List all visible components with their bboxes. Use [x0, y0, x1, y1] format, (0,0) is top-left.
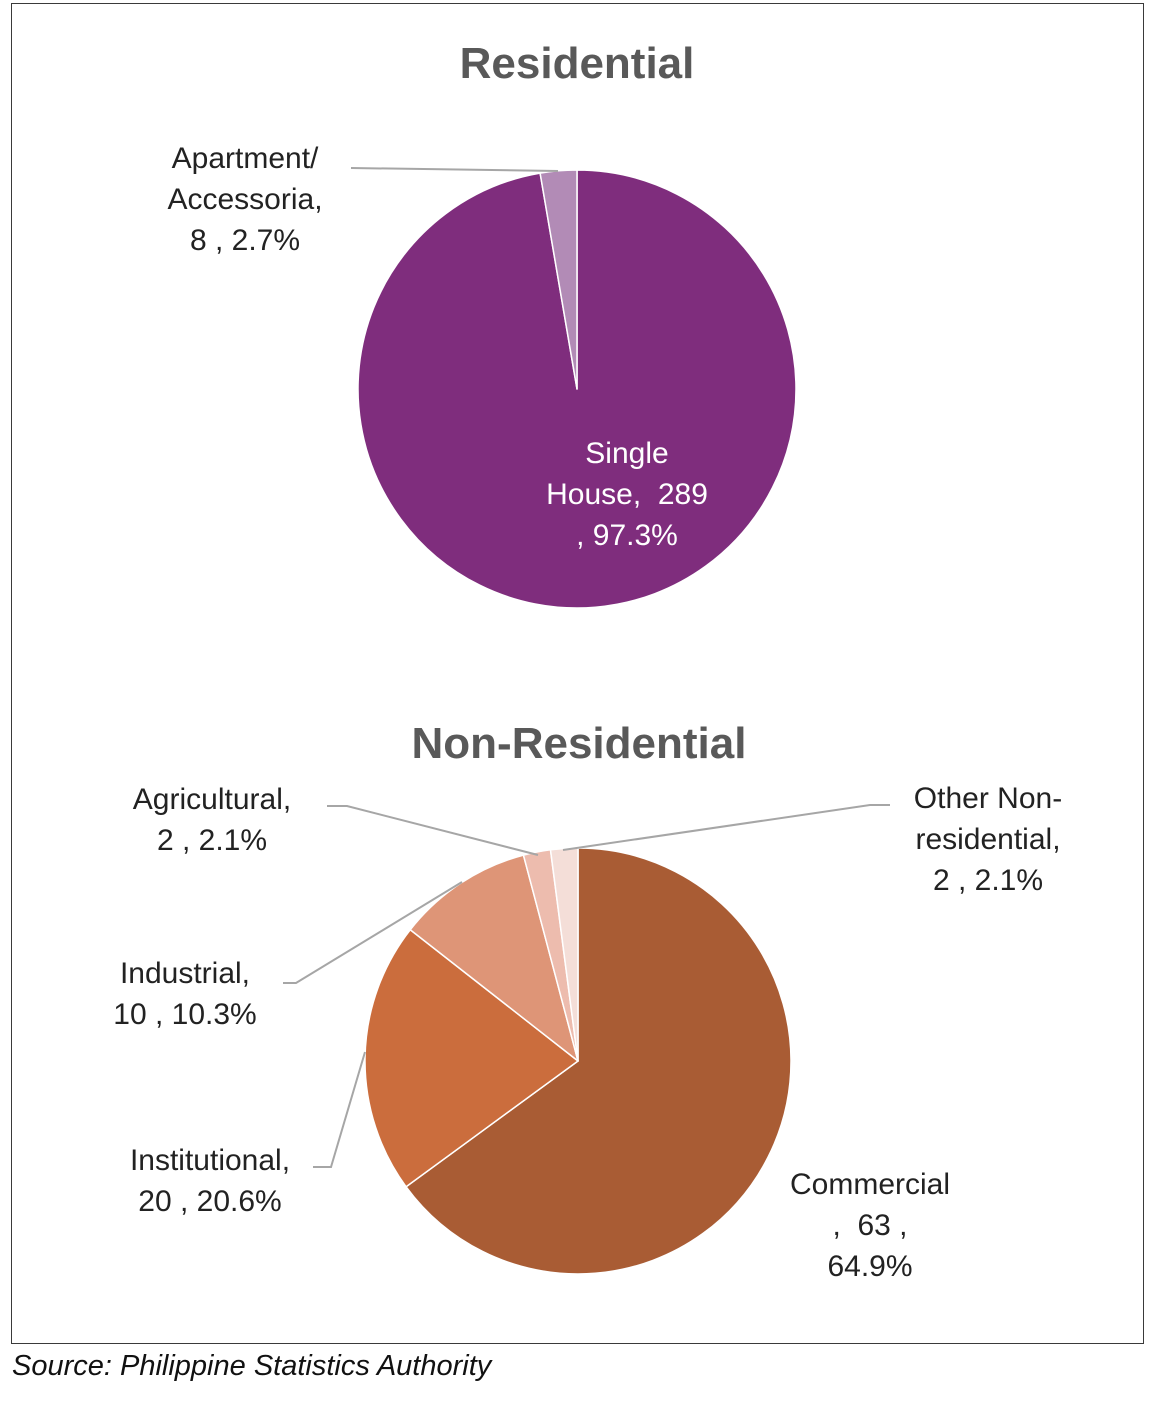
data-label-line: 2 , 2.1%: [933, 864, 1043, 897]
leader-line-agricultural: [327, 805, 539, 856]
data-label-line: Commercial: [790, 1168, 950, 1201]
leader-line-apartment-accessoria: [350, 167, 559, 172]
data-label-single-house: Single House, 289 , 97.3%: [546, 437, 708, 552]
residential-pie: Single House, 289 , 97.3% Apartment/Accesso…: [167, 142, 797, 609]
data-label-line: Apartment/: [172, 142, 319, 175]
source-note: Source: Philippine Statistics Authority: [12, 1350, 492, 1382]
non-residential-pie: Commercial , 63 , 64.9% Institutional, 20 , …: [113, 782, 1062, 1283]
data-label-line: Industrial,: [120, 957, 250, 990]
data-label-line: Institutional,: [130, 1144, 290, 1177]
data-label-line: 20 , 20.6%: [138, 1185, 281, 1218]
data-label-institutional: Institutional, 20 , 20.6%: [130, 1144, 290, 1218]
data-label-line: , 63 ,: [832, 1209, 907, 1242]
data-label-line: Single: [585, 437, 668, 470]
slice-apartment-accessoria: [539, 169, 578, 390]
data-label-line: House, 289: [546, 478, 708, 511]
data-label-other-non-residential: Other Non-residential, 2 , 2.1%: [914, 782, 1062, 897]
data-label-line: Accessoria,: [167, 183, 322, 216]
data-label-line: Other Non-: [914, 782, 1062, 815]
slice-commercial: [405, 847, 792, 1275]
leader-line-industrial: [283, 881, 463, 984]
leader-line-other-non-residential: [562, 804, 890, 851]
chart-frame: [11, 3, 1144, 1344]
data-label-line: 8 , 2.7%: [190, 224, 300, 257]
data-label-line: residential,: [915, 823, 1060, 856]
data-label-commercial: Commercial , 63 , 64.9%: [790, 1168, 950, 1283]
data-label-agricultural: Agricultural, 2 , 2.1%: [133, 783, 291, 857]
data-label-line: 64.9%: [827, 1250, 912, 1283]
data-label-line: , 97.3%: [576, 519, 678, 552]
data-label-line: Agricultural,: [133, 783, 291, 816]
residential-title: Residential: [460, 39, 695, 88]
data-label-industrial: Industrial, 10 , 10.3%: [113, 957, 256, 1031]
data-label-line: 10 , 10.3%: [113, 998, 256, 1031]
data-label-apartment-accessoria: Apartment/Accessoria, 8 , 2.7%: [167, 142, 322, 257]
non-residential-title: Non-Residential: [412, 719, 747, 768]
data-label-line: 2 , 2.1%: [157, 824, 267, 857]
slice-institutional: [364, 928, 579, 1188]
leader-line-institutional: [313, 1051, 366, 1168]
